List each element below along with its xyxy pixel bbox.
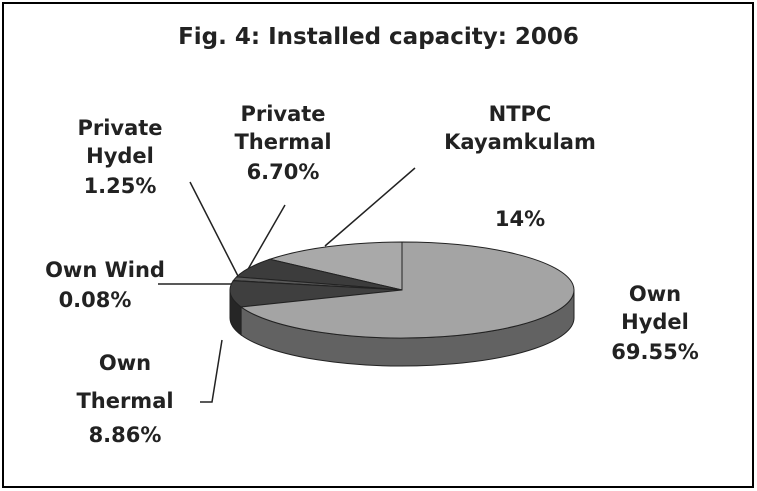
leader-line [189,181,241,281]
leader-line [200,339,223,403]
value-label: 6.70% [246,160,320,184]
leader-line [242,204,286,279]
pie-tops [229,241,575,339]
slice-label: Own Hydel [621,282,689,334]
leader-line [324,167,416,247]
slice-label: Private Hydel [77,116,163,168]
slice-label: NTPC Kayamkulam [444,102,596,154]
chart-title: Fig. 4: Installed capacity: 2006 [178,24,579,50]
pie-slice [239,241,575,339]
value-label: 69.55% [611,340,699,364]
value-label: 0.08% [58,288,132,312]
leader-lines [158,167,416,403]
value-label: 14% [494,207,546,231]
slice-label: Own Wind [45,258,165,282]
pie-slice [268,241,403,291]
value-label: 8.86% [88,423,162,447]
slice-label: Private Thermal [234,102,332,154]
pie-slice [229,280,403,308]
value-label: 1.25% [83,174,157,198]
slice-label: Own Thermal [76,351,174,413]
